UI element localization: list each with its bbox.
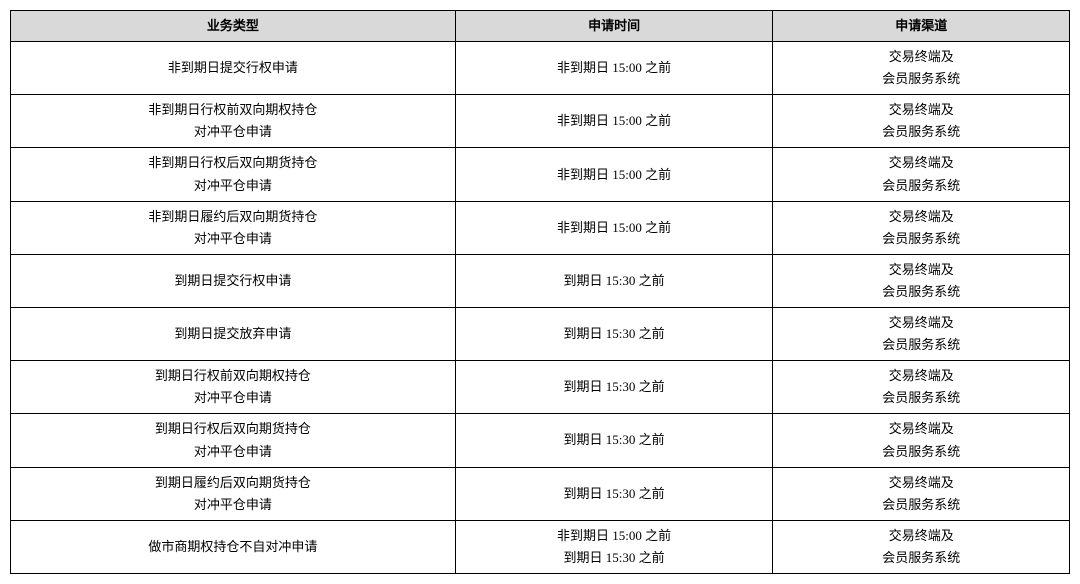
cell-channel: 交易终端及 会员服务系统 [773,254,1070,307]
cell-channel: 交易终端及 会员服务系统 [773,201,1070,254]
cell-type: 到期日履约后双向期货持仓 对冲平仓申请 [11,467,456,520]
cell-channel: 交易终端及 会员服务系统 [773,520,1070,573]
cell-time: 到期日 15:30 之前 [455,308,773,361]
table-row: 到期日行权前双向期权持仓 对冲平仓申请 到期日 15:30 之前 交易终端及 会… [11,361,1070,414]
cell-time: 非到期日 15:00 之前 [455,95,773,148]
cell-type: 非到期日提交行权申请 [11,42,456,95]
table-body: 非到期日提交行权申请 非到期日 15:00 之前 交易终端及 会员服务系统 非到… [11,42,1070,574]
cell-type: 到期日提交行权申请 [11,254,456,307]
options-application-table: 业务类型 申请时间 申请渠道 非到期日提交行权申请 非到期日 15:00 之前 … [10,10,1070,574]
cell-time: 非到期日 15:00 之前 [455,201,773,254]
cell-channel: 交易终端及 会员服务系统 [773,308,1070,361]
cell-type: 到期日行权后双向期货持仓 对冲平仓申请 [11,414,456,467]
cell-time: 到期日 15:30 之前 [455,467,773,520]
cell-channel: 交易终端及 会员服务系统 [773,467,1070,520]
cell-channel: 交易终端及 会员服务系统 [773,414,1070,467]
cell-channel: 交易终端及 会员服务系统 [773,361,1070,414]
table-header-row: 业务类型 申请时间 申请渠道 [11,11,1070,42]
table-row: 非到期日行权后双向期货持仓 对冲平仓申请 非到期日 15:00 之前 交易终端及… [11,148,1070,201]
table-row: 到期日履约后双向期货持仓 对冲平仓申请 到期日 15:30 之前 交易终端及 会… [11,467,1070,520]
cell-time: 到期日 15:30 之前 [455,361,773,414]
cell-type: 非到期日履约后双向期货持仓 对冲平仓申请 [11,201,456,254]
cell-time: 到期日 15:30 之前 [455,254,773,307]
cell-channel: 交易终端及 会员服务系统 [773,42,1070,95]
cell-time: 非到期日 15:00 之前 到期日 15:30 之前 [455,520,773,573]
table-row: 到期日行权后双向期货持仓 对冲平仓申请 到期日 15:30 之前 交易终端及 会… [11,414,1070,467]
table-row: 到期日提交放弃申请 到期日 15:30 之前 交易终端及 会员服务系统 [11,308,1070,361]
cell-type: 到期日行权前双向期权持仓 对冲平仓申请 [11,361,456,414]
cell-type: 非到期日行权前双向期权持仓 对冲平仓申请 [11,95,456,148]
col-header-channel: 申请渠道 [773,11,1070,42]
cell-time: 非到期日 15:00 之前 [455,148,773,201]
cell-channel: 交易终端及 会员服务系统 [773,95,1070,148]
cell-channel: 交易终端及 会员服务系统 [773,148,1070,201]
table-row: 非到期日履约后双向期货持仓 对冲平仓申请 非到期日 15:00 之前 交易终端及… [11,201,1070,254]
cell-type: 非到期日行权后双向期货持仓 对冲平仓申请 [11,148,456,201]
table-row: 非到期日行权前双向期权持仓 对冲平仓申请 非到期日 15:00 之前 交易终端及… [11,95,1070,148]
table-header: 业务类型 申请时间 申请渠道 [11,11,1070,42]
cell-time: 非到期日 15:00 之前 [455,42,773,95]
table-row: 非到期日提交行权申请 非到期日 15:00 之前 交易终端及 会员服务系统 [11,42,1070,95]
cell-time: 到期日 15:30 之前 [455,414,773,467]
col-header-type: 业务类型 [11,11,456,42]
col-header-time: 申请时间 [455,11,773,42]
table-row: 到期日提交行权申请 到期日 15:30 之前 交易终端及 会员服务系统 [11,254,1070,307]
cell-type: 到期日提交放弃申请 [11,308,456,361]
table-row: 做市商期权持仓不自对冲申请 非到期日 15:00 之前 到期日 15:30 之前… [11,520,1070,573]
cell-type: 做市商期权持仓不自对冲申请 [11,520,456,573]
